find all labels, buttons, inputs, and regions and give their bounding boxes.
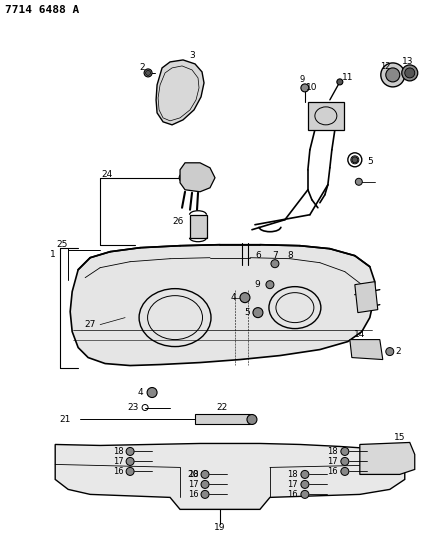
Circle shape (386, 68, 400, 82)
Circle shape (341, 448, 349, 455)
Polygon shape (308, 102, 344, 130)
Circle shape (126, 467, 134, 475)
Circle shape (352, 157, 358, 163)
Circle shape (341, 457, 349, 465)
Polygon shape (190, 215, 207, 238)
Circle shape (386, 348, 394, 356)
Text: 5: 5 (244, 308, 250, 317)
Circle shape (341, 467, 349, 475)
Circle shape (355, 178, 363, 185)
Circle shape (147, 387, 157, 398)
Text: 16: 16 (188, 490, 198, 499)
Polygon shape (180, 163, 215, 192)
Circle shape (405, 68, 415, 78)
Circle shape (301, 490, 309, 498)
Circle shape (301, 471, 309, 479)
Polygon shape (355, 281, 378, 313)
Polygon shape (195, 415, 250, 424)
Text: 4: 4 (137, 388, 143, 397)
Text: 7714 6488 A: 7714 6488 A (5, 5, 80, 15)
Text: 6: 6 (255, 251, 261, 260)
Text: 18: 18 (288, 470, 298, 479)
Circle shape (271, 260, 279, 268)
Text: 2: 2 (395, 347, 401, 356)
Text: 14: 14 (354, 330, 366, 339)
Text: 17: 17 (113, 457, 123, 466)
Text: 16: 16 (113, 467, 123, 476)
Text: 11: 11 (342, 74, 354, 83)
Polygon shape (55, 443, 405, 510)
Text: 25: 25 (56, 240, 68, 249)
Text: 8: 8 (287, 251, 293, 260)
Polygon shape (360, 442, 415, 474)
Text: 24: 24 (101, 170, 113, 179)
Text: 18: 18 (188, 470, 198, 479)
Text: 7: 7 (272, 251, 278, 260)
Text: 18: 18 (327, 447, 338, 456)
Circle shape (253, 308, 263, 318)
Circle shape (337, 79, 343, 85)
Text: 17: 17 (327, 457, 338, 466)
Text: 16: 16 (327, 467, 338, 476)
Text: 26: 26 (172, 217, 184, 226)
Text: 10: 10 (306, 83, 318, 92)
Text: 12: 12 (380, 62, 391, 71)
Text: 20: 20 (187, 470, 199, 479)
Text: 17: 17 (288, 480, 298, 489)
Polygon shape (70, 245, 375, 366)
Text: 9: 9 (299, 75, 304, 84)
Polygon shape (350, 340, 383, 360)
Text: 27: 27 (84, 320, 96, 329)
Text: 1: 1 (51, 250, 56, 259)
Circle shape (201, 480, 209, 488)
Circle shape (201, 490, 209, 498)
Circle shape (381, 63, 405, 87)
Text: 21: 21 (59, 415, 71, 424)
Circle shape (301, 84, 309, 92)
Text: 23: 23 (128, 403, 139, 412)
Text: 2: 2 (139, 63, 145, 72)
Circle shape (301, 480, 309, 488)
Text: 9: 9 (254, 280, 260, 289)
Text: 18: 18 (113, 447, 123, 456)
Circle shape (126, 448, 134, 455)
Circle shape (146, 70, 151, 75)
Text: 3: 3 (189, 51, 195, 60)
Text: 16: 16 (288, 490, 298, 499)
Circle shape (179, 174, 187, 182)
Circle shape (247, 415, 257, 424)
Text: 19: 19 (214, 523, 226, 532)
Circle shape (126, 457, 134, 465)
Text: 4: 4 (230, 293, 236, 302)
Circle shape (266, 281, 274, 289)
Polygon shape (156, 60, 204, 125)
Circle shape (402, 65, 418, 81)
Text: 17: 17 (188, 480, 198, 489)
Circle shape (201, 471, 209, 479)
Text: 5: 5 (367, 157, 373, 166)
Text: 13: 13 (402, 58, 413, 67)
Text: 15: 15 (394, 433, 405, 442)
Text: 22: 22 (217, 403, 228, 412)
Circle shape (240, 293, 250, 303)
Circle shape (144, 69, 152, 77)
